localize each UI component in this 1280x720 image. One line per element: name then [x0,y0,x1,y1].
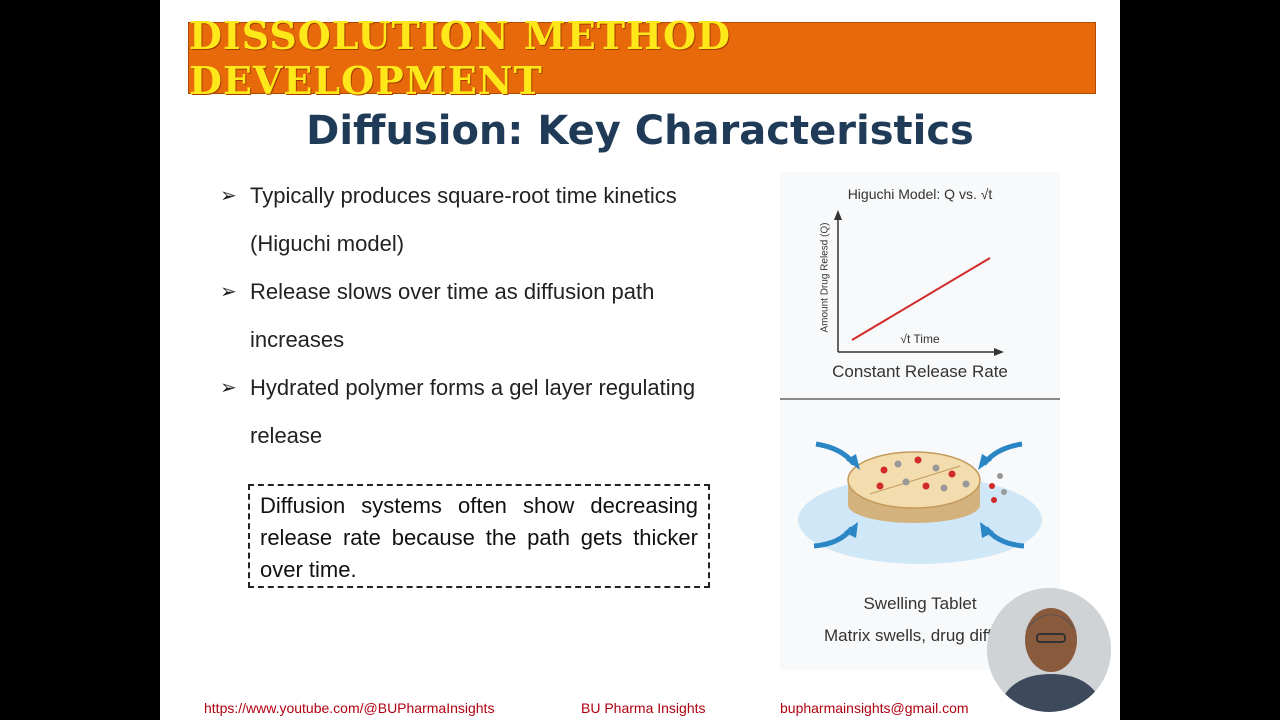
y-axis-arrow-icon [834,210,842,220]
plot-title: Higuchi Model: Q vs. √t [847,186,993,202]
tablet-subcaption: Matrix swells, drug diffu [824,626,1002,645]
y-axis-label: Amount Drug Relesd (Q) [819,222,831,333]
banner-title: DISSOLUTION METHOD DEVELOPMENT [189,13,732,103]
plot-caption: Constant Release Rate [832,362,1008,381]
swelling-tablet-illustration [798,441,1042,564]
arrow-bullet-icon: ➢ [220,377,237,399]
release-line [851,257,991,341]
slide-heading: Diffusion: Key Characteristics [306,108,974,154]
presenter-avatar-icon [987,588,1111,712]
bullet-text: Release slows over time as diffusion pat… [250,279,655,352]
footer-email-link[interactable]: bupharmainsights@gmail.com [780,700,969,716]
bullet-item: ➢ Typically produces square-root time ki… [220,172,740,268]
slide: DISSOLUTION METHOD DEVELOPMENT Diffusion… [160,0,1120,720]
x-axis-label: √t Time [900,332,940,346]
arrow-bullet-icon: ➢ [220,185,237,207]
footer-channel: BU Pharma Insights [581,700,706,716]
x-axis-arrow-icon [994,348,1004,356]
bullet-item: ➢ Release slows over time as diffusion p… [220,268,740,364]
presenter-webcam [987,588,1111,712]
footer-url-link[interactable]: https://www.youtube.com/@BUPharmaInsight… [204,700,495,716]
bullet-text: Typically produces square-root time kine… [250,183,677,256]
higuchi-plot [834,210,1004,356]
divider [780,398,1060,400]
note-box: Diffusion systems often show decreasing … [248,484,710,588]
bullet-text: Hydrated polymer forms a gel layer regul… [250,375,696,448]
arrow-bullet-icon: ➢ [220,281,237,303]
bullet-list: ➢ Typically produces square-root time ki… [220,172,740,460]
title-banner: DISSOLUTION METHOD DEVELOPMENT [188,13,1096,103]
bullet-item: ➢ Hydrated polymer forms a gel layer reg… [220,364,740,460]
tablet-caption: Swelling Tablet [863,594,977,613]
figure-panel: Higuchi Model: Q vs. √t Amount Drug Rele… [780,172,1060,670]
